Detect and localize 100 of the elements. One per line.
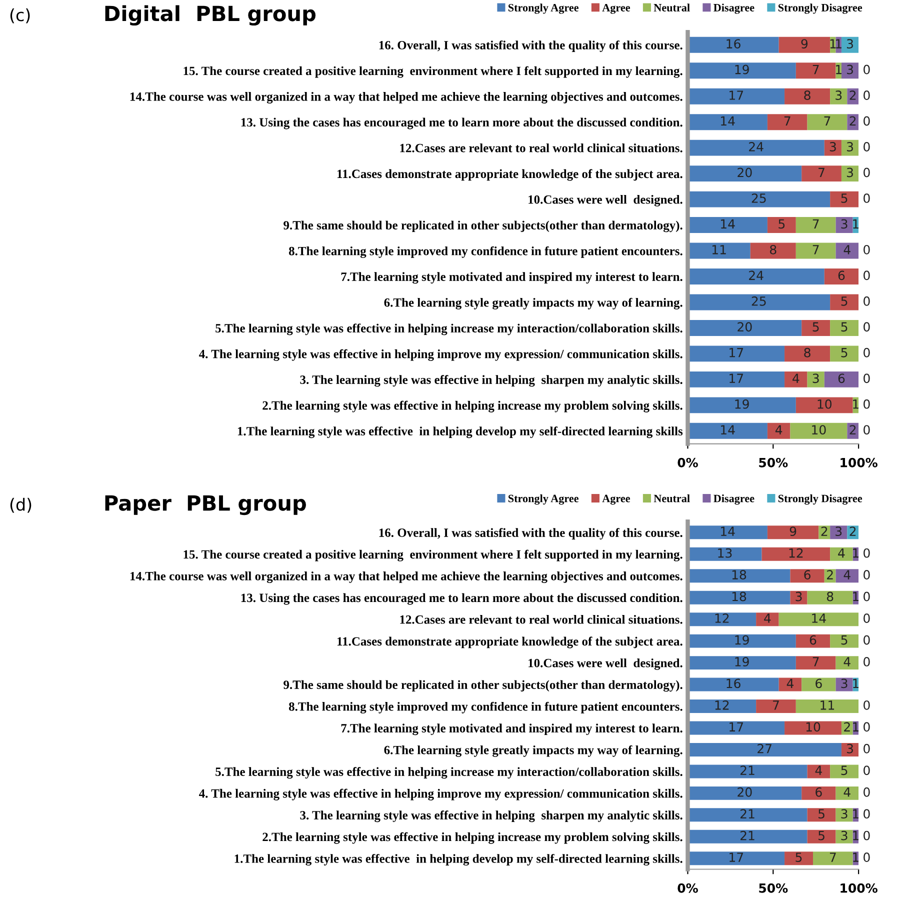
bar	[841, 166, 859, 182]
data-label: 2	[827, 570, 833, 580]
data-label: 14	[721, 116, 735, 126]
y-tick-label: 1.The learning style was effective in helping develop my self-directed learning skills.	[234, 854, 682, 866]
bar	[790, 422, 848, 439]
data-label: 0	[864, 787, 870, 797]
bar	[824, 371, 859, 388]
bar	[778, 612, 859, 626]
data-label: 2	[850, 116, 856, 126]
bar	[807, 808, 836, 822]
data-label: 1	[836, 39, 842, 48]
bar	[836, 830, 853, 844]
data-label: 0	[864, 656, 870, 666]
data-label: 6	[838, 270, 845, 280]
bar	[688, 242, 750, 259]
data-label: 8	[804, 348, 810, 358]
data-label: 19	[735, 635, 749, 645]
bar	[688, 830, 808, 844]
data-label: 6	[816, 787, 822, 797]
data-label: 18	[732, 592, 746, 602]
data-label: 7	[818, 168, 824, 178]
data-label: 5	[796, 852, 802, 862]
bar	[688, 721, 785, 735]
text: 0%	[678, 883, 698, 893]
data-label: 5	[841, 322, 848, 332]
data-label: 7	[812, 245, 819, 254]
text: Digital PBL group	[105, 5, 316, 26]
data-label: 0	[864, 852, 870, 862]
y-tick-label: 13. Using the cases has encouraged me to learn more about the discussed condition.	[241, 118, 682, 130]
y-tick-label: 3. The learning style was effective in helping sharpen my analytic skills.	[300, 810, 682, 822]
data-label: 20	[738, 168, 752, 178]
bar	[688, 656, 796, 670]
y-tick-label: 13. Using the cases has encouraged me to learn more about the discussed condition.	[241, 593, 682, 605]
data-label: 5	[818, 830, 824, 840]
legend-label: Neutral	[654, 4, 690, 12]
data-label: 2	[844, 722, 850, 732]
bar	[767, 526, 819, 540]
data-label: 12	[789, 548, 803, 558]
bar	[688, 526, 768, 540]
data-label: 0	[864, 168, 870, 178]
y-tick-label: 8.The learning style improved my confidence in future patient encounters.	[288, 702, 682, 714]
data-label: 10	[806, 722, 820, 732]
data-label: 3	[841, 219, 848, 229]
data-label: 1	[853, 400, 859, 409]
bar	[830, 88, 848, 104]
bar	[688, 422, 768, 439]
data-label: 7	[773, 700, 779, 710]
data-label: 1	[853, 809, 859, 818]
bar	[688, 742, 842, 756]
bar	[790, 569, 824, 583]
data-label: 10	[812, 425, 826, 435]
legend-label: Neutral	[654, 494, 690, 502]
data-label: 5	[841, 296, 848, 306]
bar	[796, 634, 830, 648]
data-label: 0	[864, 592, 870, 602]
data-label: 21	[740, 830, 754, 840]
bar	[688, 700, 756, 713]
y-tick-label: 14.The course was well organized in a way that helped me achieve the learning objectives and outcomes.	[130, 572, 682, 583]
y-tick-label: 14.The course was well organized in a way that helped me achieve the learning objectives and outcomes.	[130, 92, 682, 104]
y-tick-label: 9.The same should be replicated in other subjects(other than dermatology).	[284, 680, 682, 692]
bar	[796, 217, 836, 234]
bar	[688, 547, 762, 561]
legend-label: Strongly Agree	[508, 494, 578, 505]
bar	[767, 217, 796, 234]
data-label: 3	[846, 39, 853, 49]
bar	[841, 742, 859, 756]
y-tick-label: 15. The course created a positive learning environment where I felt supported in my learning.	[184, 550, 682, 562]
data-label: 3	[836, 526, 842, 536]
bar	[688, 397, 796, 414]
bar	[688, 140, 824, 156]
bar	[836, 242, 859, 259]
data-label: 16	[726, 678, 740, 688]
data-label: 8	[804, 90, 810, 100]
text: (d)	[10, 498, 32, 513]
y-tick-label: 6.The learning style greatly impacts my way of learning.	[384, 298, 682, 310]
data-label: 2	[850, 90, 856, 100]
data-label: 0	[864, 700, 870, 710]
data-label: 10	[818, 399, 832, 409]
data-label: 0	[864, 116, 870, 126]
bar	[784, 371, 808, 388]
data-label: 0	[864, 548, 870, 558]
data-label: 5	[812, 322, 819, 332]
data-label: 5	[818, 809, 824, 819]
data-label: 0	[864, 193, 870, 203]
data-label: 1	[853, 219, 859, 228]
y-tick-label: 3. The learning style was effective in helping sharpen my analytic skills.	[300, 375, 682, 387]
bar	[836, 217, 853, 234]
bar	[688, 590, 790, 604]
legend-label: Agree	[602, 4, 630, 14]
bar	[812, 852, 853, 866]
data-label: 4	[844, 788, 850, 797]
bar	[688, 294, 830, 310]
data-label: 12	[715, 614, 729, 623]
bar	[841, 62, 859, 79]
data-label: 0	[864, 374, 870, 384]
bar	[688, 808, 808, 822]
data-label: 4	[792, 374, 800, 383]
y-tick-label: 7.The learning style motivated and inspired my interest to learn.	[341, 272, 682, 284]
data-label: 3	[796, 592, 802, 602]
bar	[830, 294, 859, 310]
